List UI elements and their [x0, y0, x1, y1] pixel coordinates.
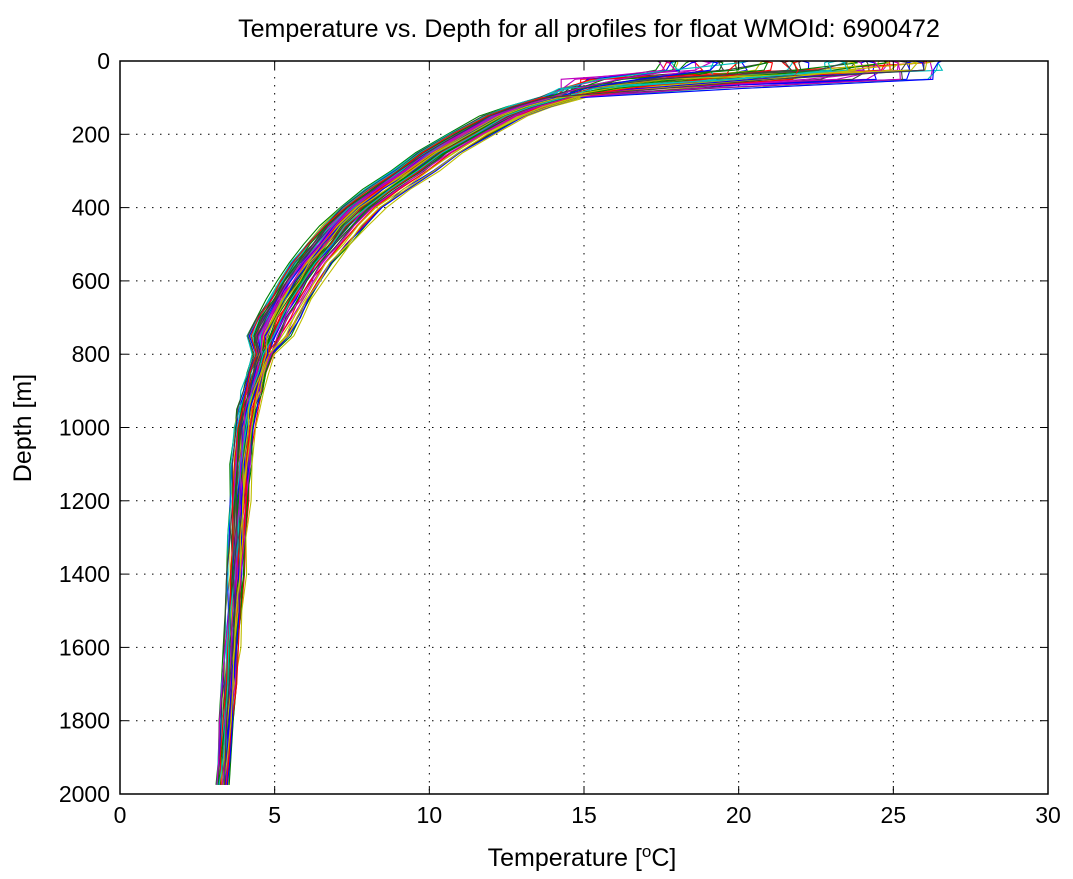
y-axis-label: Depth [m] — [9, 374, 37, 482]
y-tick-label: 1000 — [59, 415, 110, 441]
x-tick-label: 5 — [268, 802, 281, 828]
y-tick-label: 1800 — [59, 708, 110, 734]
y-tick-label: 600 — [72, 268, 110, 294]
profile-lines — [215, 60, 944, 785]
y-tick-label: 0 — [97, 48, 110, 74]
profile-line — [227, 60, 881, 785]
profile-line — [224, 60, 925, 785]
x-tick-labels: 0 5 10 15 20 25 30 — [114, 802, 1061, 828]
profile-line — [221, 60, 677, 785]
y-tick-labels: 0 200 400 600 800 1000 1200 1400 1600 1800 2000 — [59, 48, 110, 807]
x-axis-label-suffix: C] — [651, 844, 676, 872]
x-tick-label: 25 — [881, 802, 907, 828]
y-tick-label: 1400 — [59, 561, 110, 587]
x-tick-label: 0 — [114, 802, 127, 828]
axis-ticks — [119, 60, 1049, 795]
profile-line — [219, 60, 801, 785]
grid-lines — [120, 61, 1048, 794]
x-tick-label: 20 — [726, 802, 752, 828]
y-tick-label: 1600 — [59, 634, 110, 660]
x-tick-label: 15 — [571, 802, 597, 828]
y-tick-label: 200 — [72, 121, 110, 147]
x-tick-label: 10 — [417, 802, 443, 828]
y-tick-label: 1200 — [59, 488, 110, 514]
y-tick-label: 800 — [72, 341, 110, 367]
x-axis-label-prefix: Temperature [ — [488, 844, 642, 872]
x-axis-label-superscript: o — [642, 842, 651, 861]
profile-line — [223, 60, 857, 785]
x-tick-label: 30 — [1035, 802, 1061, 828]
profile-line — [216, 60, 847, 785]
x-axis-label: Temperature [oC] — [488, 842, 677, 872]
y-tick-label: 2000 — [59, 781, 110, 807]
y-tick-label: 400 — [72, 195, 110, 221]
chart-title: Temperature vs. Depth for all profiles f… — [238, 15, 940, 43]
